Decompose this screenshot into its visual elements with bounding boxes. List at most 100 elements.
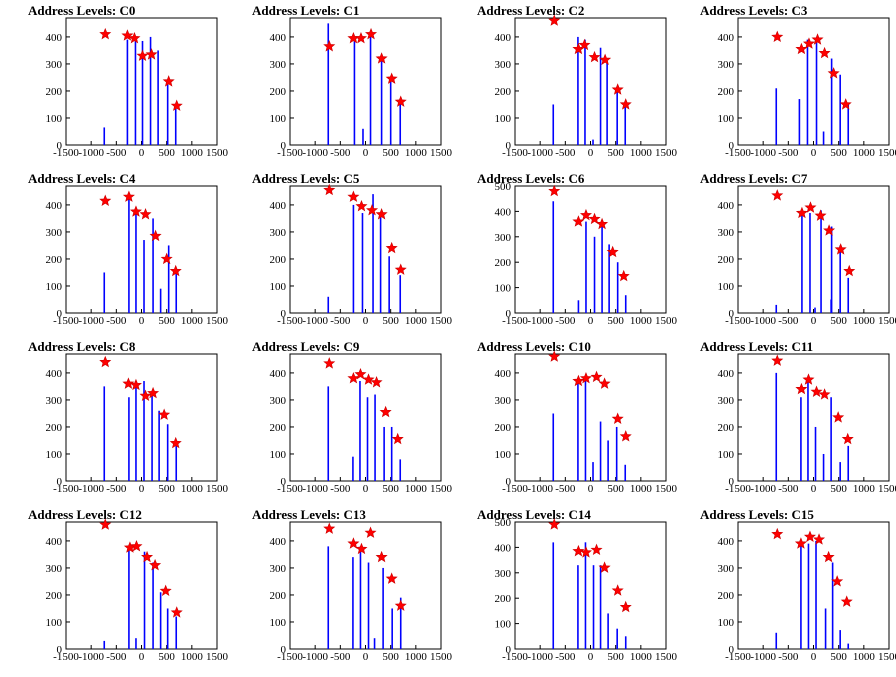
- chart-panel: Address Levels: C8 0 100 200 300 400 -1500 -100…: [28, 339, 229, 495]
- peak-marker: [364, 526, 377, 538]
- peak-marker: [831, 575, 844, 587]
- x-tick-label: -1500: [725, 483, 751, 495]
- x-tick-label: 500: [382, 651, 399, 663]
- peak-marker: [121, 29, 134, 41]
- peak-marker: [379, 405, 392, 418]
- chart-panel: Address Levels: C7 0 100 200 300 400 -1500 -100…: [700, 171, 896, 327]
- peak-marker: [771, 354, 784, 366]
- x-tick-label: 1000: [405, 483, 428, 495]
- peak-marker: [130, 540, 143, 552]
- x-tick-label: 500: [382, 483, 399, 495]
- y-tick-label: 300: [495, 395, 512, 407]
- peak-marker: [810, 385, 823, 397]
- x-tick-label: -500: [106, 483, 127, 495]
- x-tick-label: 1500: [430, 315, 453, 327]
- peak-marker: [347, 372, 360, 384]
- chart-title: Address Levels: C13: [252, 507, 366, 522]
- peak-marker: [136, 49, 149, 61]
- y-tick-label: 400: [270, 368, 287, 380]
- chart-title: Address Levels: C2: [477, 3, 584, 18]
- peak-marker: [129, 205, 142, 217]
- peak-marker: [771, 527, 784, 540]
- peak-marker: [599, 53, 612, 65]
- x-tick-label: -1000: [302, 315, 328, 327]
- x-tick-label: 1000: [405, 651, 428, 663]
- x-tick-label: -1000: [302, 483, 328, 495]
- chart-title: Address Levels: C12: [28, 507, 142, 522]
- y-tick-label: 400: [718, 536, 735, 548]
- peak-marker: [141, 550, 154, 563]
- y-tick-label: 300: [270, 227, 287, 239]
- x-tick-label: 1500: [878, 483, 896, 495]
- x-tick-label: 1500: [878, 147, 896, 159]
- x-tick-label: 500: [158, 147, 175, 159]
- peak-marker: [803, 530, 816, 542]
- x-tick-label: -500: [106, 651, 127, 663]
- x-tick-label: -1000: [302, 147, 328, 159]
- peak-marker: [804, 201, 817, 213]
- peak-marker: [323, 522, 336, 534]
- y-tick-label: 500: [495, 517, 512, 529]
- peak-marker: [794, 537, 807, 549]
- peak-marker: [149, 229, 162, 242]
- x-tick-label: -1500: [502, 483, 528, 495]
- x-tick-label: -1500: [277, 483, 303, 495]
- x-tick-label: 1000: [630, 315, 653, 327]
- x-tick-label: 0: [363, 651, 369, 663]
- peak-marker: [394, 95, 407, 107]
- peak-marker: [795, 382, 808, 395]
- y-tick-label: 300: [46, 227, 63, 239]
- peak-marker: [771, 189, 784, 201]
- x-tick-label: -500: [555, 315, 576, 327]
- peak-marker: [572, 215, 585, 227]
- x-tick-label: -1500: [277, 147, 303, 159]
- peak-marker: [385, 72, 398, 84]
- y-tick-label: 300: [718, 395, 735, 407]
- chart-title: Address Levels: C14: [477, 507, 591, 522]
- x-tick-label: -500: [555, 651, 576, 663]
- peak-marker: [843, 264, 856, 277]
- y-tick-label: 0: [729, 308, 735, 320]
- peak-marker: [169, 264, 182, 277]
- x-tick-label: -1000: [527, 315, 553, 327]
- peak-marker: [385, 241, 398, 254]
- x-tick-label: 1500: [206, 147, 229, 159]
- x-tick-label: 1500: [430, 651, 453, 663]
- chart-title: Address Levels: C8: [28, 339, 136, 354]
- y-tick-label: 100: [270, 449, 287, 461]
- plot-frame: [737, 521, 890, 650]
- chart-panel: Address Levels: C2 0 100 200 300 400 -1500 -100…: [477, 3, 678, 159]
- peak-marker: [149, 558, 162, 571]
- peak-marker: [139, 389, 152, 401]
- chart-title: Address Levels: C10: [477, 339, 591, 354]
- y-tick-label: 300: [495, 59, 512, 71]
- x-tick-label: -500: [778, 483, 799, 495]
- x-tick-label: -500: [555, 147, 576, 159]
- x-tick-label: 500: [382, 315, 399, 327]
- x-tick-label: 1000: [630, 483, 653, 495]
- x-tick-label: -1000: [750, 483, 776, 495]
- peak-marker: [611, 412, 624, 424]
- x-tick-label: 1000: [853, 315, 876, 327]
- peak-marker: [548, 184, 561, 197]
- y-tick-label: 100: [46, 617, 63, 629]
- peak-marker: [375, 208, 388, 220]
- peak-marker: [99, 27, 112, 40]
- y-tick-label: 0: [729, 140, 735, 152]
- y-tick-label: 400: [718, 32, 735, 44]
- x-tick-label: -1500: [277, 315, 303, 327]
- peak-marker: [99, 194, 112, 206]
- chart-panel: Address Levels: C60100200300400500-1500-…: [477, 171, 678, 327]
- peak-marker: [159, 584, 172, 597]
- peak-marker: [147, 386, 160, 399]
- x-tick-label: -1000: [750, 147, 776, 159]
- y-tick-label: 400: [270, 536, 287, 548]
- y-tick-label: 200: [46, 86, 63, 98]
- peak-marker: [572, 374, 585, 387]
- peak-marker: [169, 436, 182, 449]
- plot-frame: [514, 185, 667, 314]
- y-tick-label: 200: [495, 422, 512, 434]
- x-tick-label: -1000: [750, 315, 776, 327]
- y-tick-label: 400: [46, 368, 63, 380]
- y-tick-label: 400: [495, 368, 512, 380]
